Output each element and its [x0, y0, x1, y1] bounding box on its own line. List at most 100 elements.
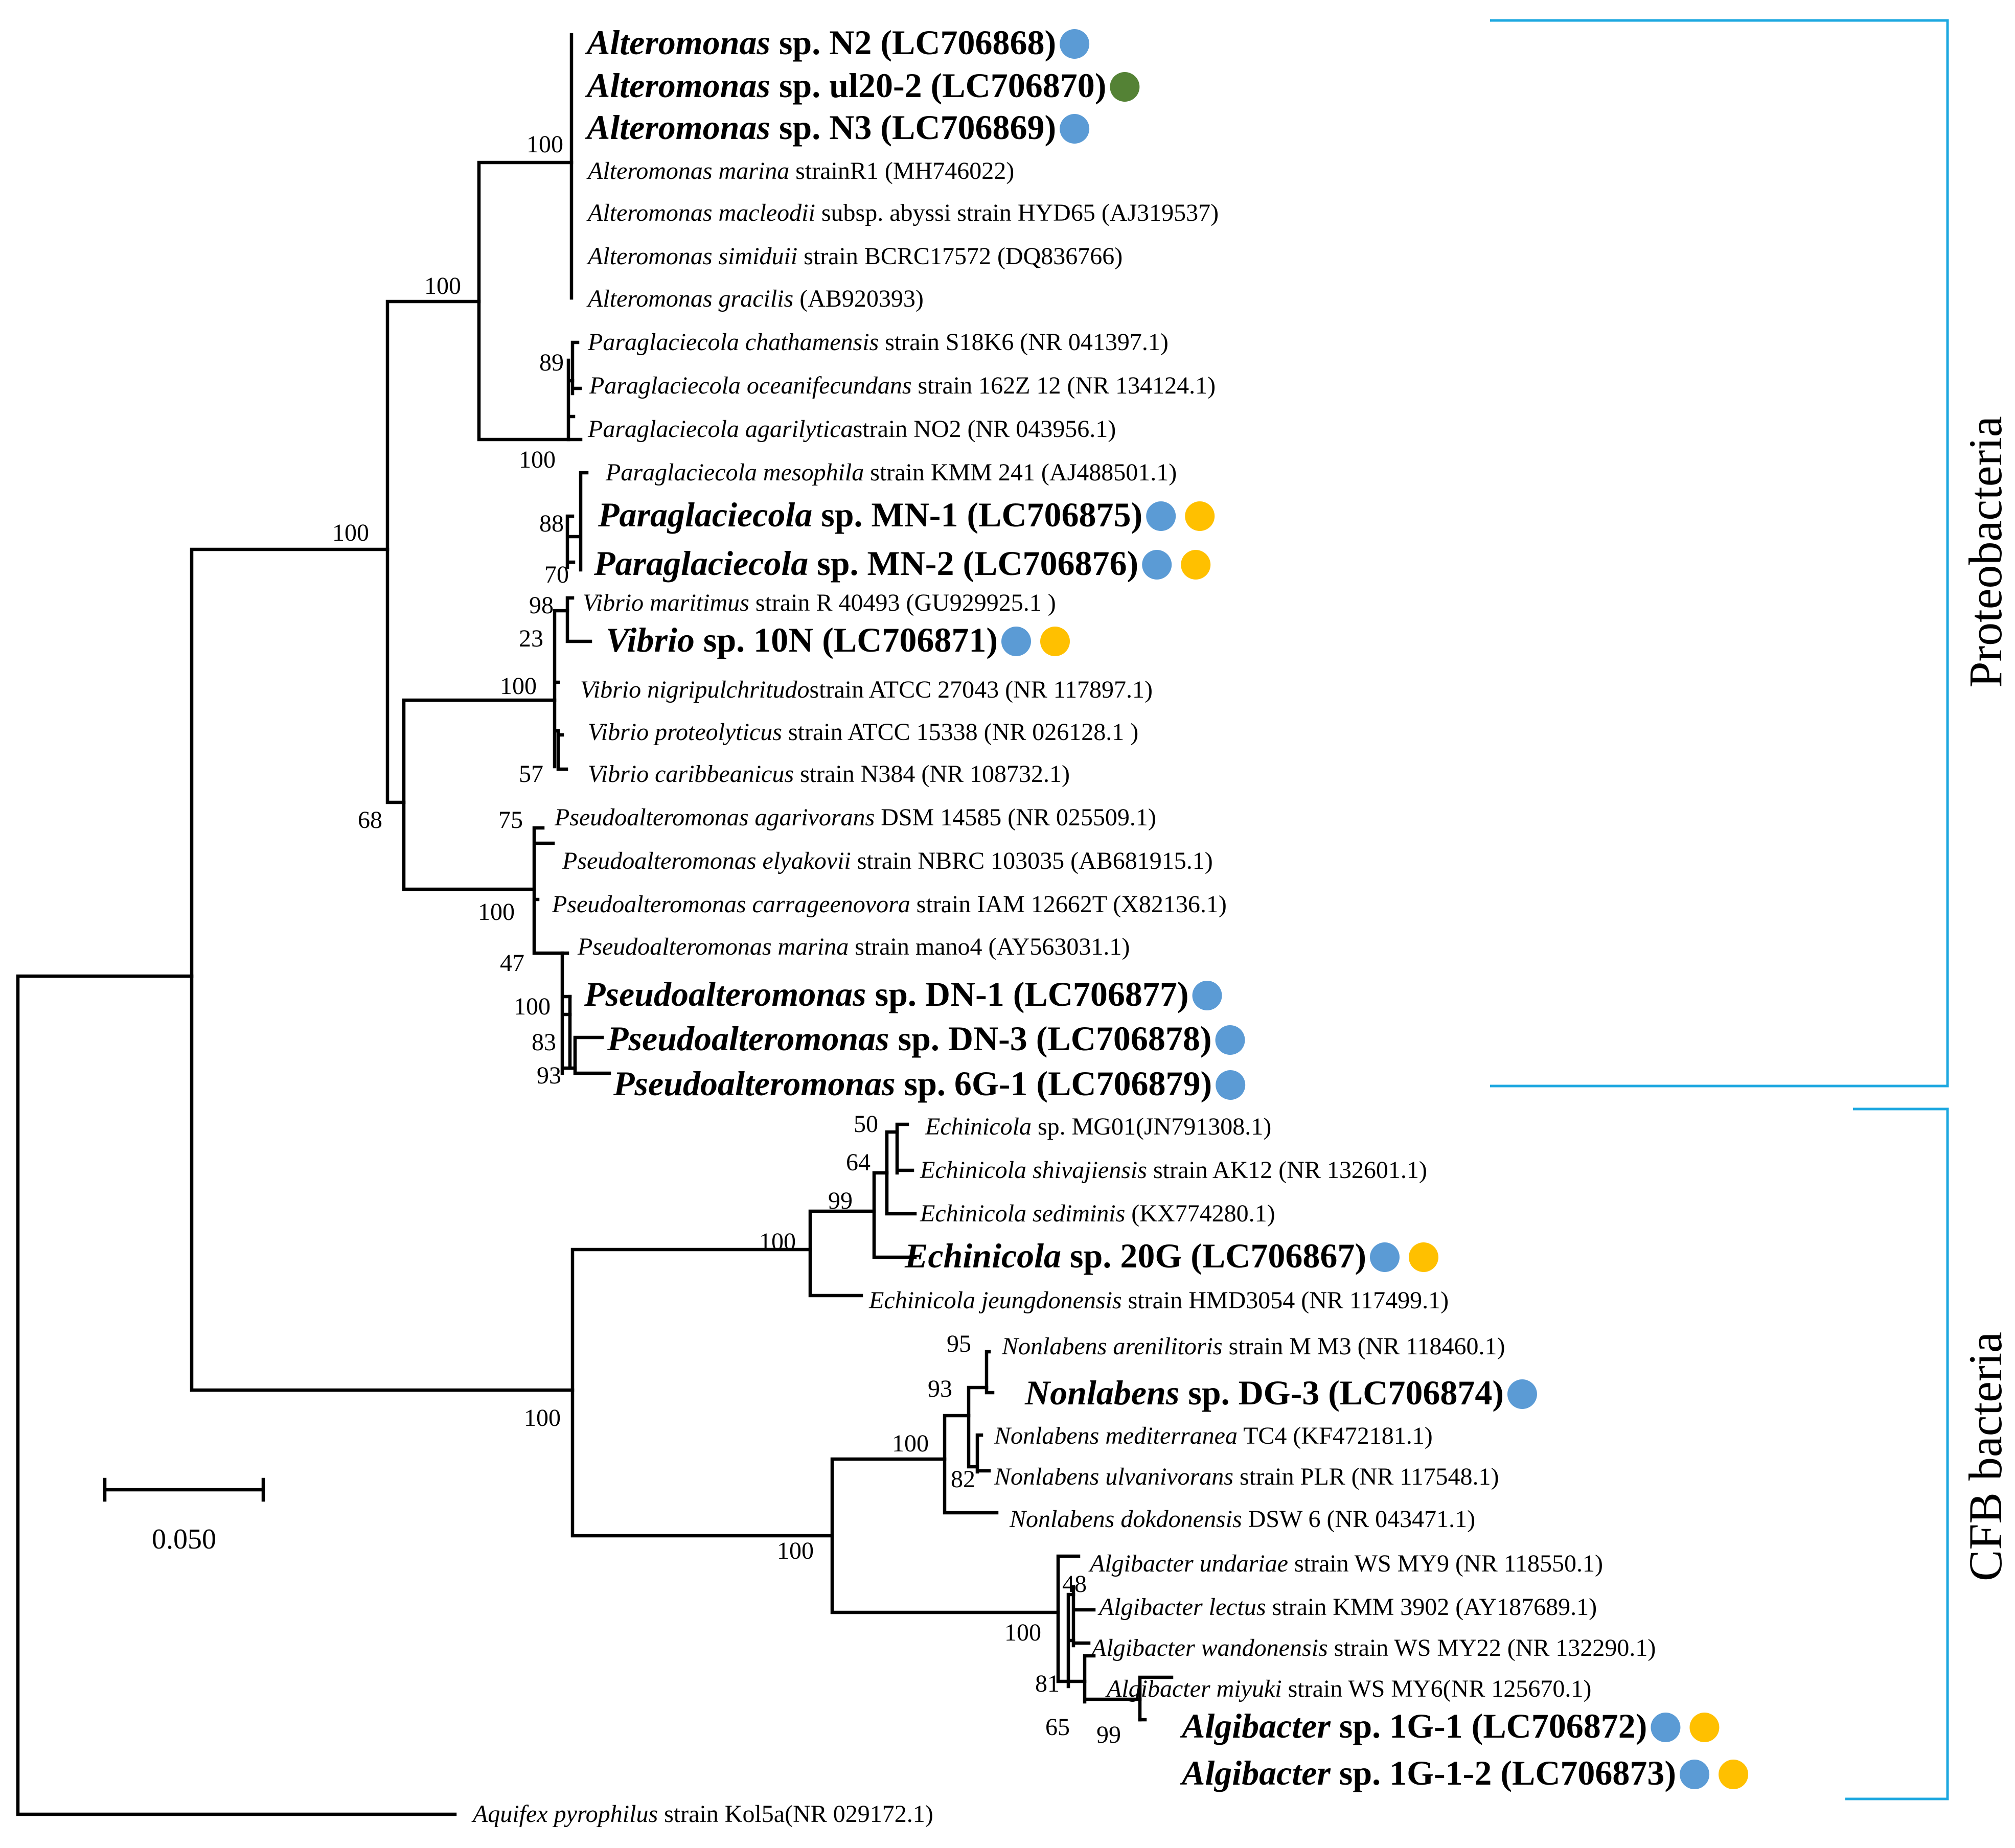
- bootstrap-value: 100: [424, 272, 461, 299]
- taxon-label-highlight: Nonlabens sp. DG-3 (LC706874): [1024, 1373, 1504, 1412]
- taxon-label-highlight: Algibacter sp. 1G-1-2 (LC706873): [1180, 1753, 1676, 1792]
- taxon-label: Echinicola sediminis (KX774280.1): [920, 1200, 1275, 1227]
- marker-dot-blue: [1216, 1070, 1246, 1100]
- branch-ech-tips: [895, 1122, 914, 1175]
- taxon-label: Algibacter undariae strain WS MY9 (NR 11…: [1088, 1550, 1603, 1577]
- cfb-label: CFB bacteria: [1959, 1332, 2011, 1581]
- bootstrap-value: 57: [519, 760, 543, 788]
- taxon-label-highlight: Pseudoalteromonas sp. DN-3 (LC706878): [607, 1019, 1212, 1058]
- branch-algibacter: [1056, 1554, 1081, 1683]
- taxon-label: Alteromonas macleodii subsp. abyssi stra…: [586, 199, 1219, 226]
- bootstrap-value: 48: [1062, 1570, 1087, 1598]
- scale-bar: 0.050: [103, 1477, 265, 1555]
- bootstrap-value: 100: [514, 993, 551, 1020]
- taxon-label: Paraglaciecola oceanifecundans strain 16…: [589, 372, 1216, 399]
- bootstrap-value: 68: [358, 806, 382, 834]
- marker-dot-yellow: [1181, 550, 1211, 580]
- bootstrap-value: 47: [500, 950, 524, 977]
- taxon-label: Nonlabens ulvanivorans strain PLR (NR 11…: [994, 1463, 1499, 1490]
- scale-bar-line: [103, 1477, 265, 1502]
- marker-dot-blue: [1142, 550, 1172, 580]
- taxon-label: Paraglaciecola mesophila strain KMM 241 …: [605, 459, 1177, 486]
- marker-dot-blue: [1651, 1713, 1681, 1742]
- branch-cfb: [570, 1248, 834, 1538]
- bootstrap-value: 83: [532, 1029, 556, 1056]
- bootstrap-value: 100: [1004, 1619, 1041, 1646]
- branch-ps-tips: [568, 995, 611, 1075]
- bootstrap-value: 23: [519, 625, 543, 652]
- bootstrap-values: 100 100 100 89 100 88 70 98 23 100 57 68…: [332, 131, 1121, 1748]
- taxon-label: Algibacter wandonensis strain WS MY22 (N…: [1090, 1634, 1656, 1661]
- branch-proteo-main: [385, 299, 481, 804]
- taxon-label: Pseudoalteromonas marina strain mano4 (A…: [577, 933, 1130, 960]
- cfb-bracket: [1845, 1107, 1949, 1800]
- branch-non-sub2: [984, 1350, 995, 1395]
- taxon-label: Alteromonas gracilis (AB920393): [586, 285, 924, 312]
- marker-dot-blue: [1060, 29, 1090, 59]
- bootstrap-value: 100: [526, 131, 563, 158]
- taxon-label: Echinicola jeungdonensis strain HMD3054 …: [868, 1287, 1449, 1314]
- bootstrap-value: 99: [1096, 1721, 1121, 1748]
- marker-dot-blue: [1680, 1760, 1710, 1789]
- taxon-label: Vibrio caribbeanicus strain N384 (NR 108…: [588, 760, 1070, 788]
- taxon-label-highlight: Paraglaciecola sp. MN-2 (LC706876): [593, 544, 1138, 583]
- marker-dot-yellow: [1408, 1242, 1438, 1272]
- marker-dot-blue: [1215, 1025, 1245, 1055]
- branch-alt-pg: [477, 160, 574, 442]
- taxon-label-highlight: Paraglaciecola sp. MN-1 (LC706875): [598, 495, 1142, 534]
- branch-alg-sub2: [1071, 1585, 1096, 1648]
- bootstrap-value: 100: [332, 519, 369, 546]
- taxon-label: Vibrio nigripulchritudostrain ATCC 27043…: [580, 676, 1153, 703]
- branch-non-sub3: [975, 1433, 991, 1474]
- marker-dot-yellow: [1040, 627, 1070, 656]
- bootstrap-value: 75: [498, 806, 523, 834]
- bootstrap-value: 93: [537, 1062, 561, 1089]
- taxon-label: Pseudoalteromonas elyakovii strain NBRC …: [562, 847, 1213, 874]
- taxon-label: Alteromonas simiduii strain BCRC17572 (D…: [586, 243, 1123, 270]
- bootstrap-value: 100: [777, 1537, 814, 1564]
- proteobacteria-bracket: [1490, 19, 1949, 1088]
- bootstrap-value: 50: [854, 1111, 878, 1138]
- bootstrap-value: 93: [928, 1375, 952, 1402]
- taxon-labels: Alteromonas sp. N2 (LC706868) Alteromona…: [471, 23, 1676, 1828]
- bootstrap-value: 95: [947, 1330, 971, 1357]
- branch-alg-sub: [1066, 1592, 1087, 1689]
- bootstrap-value: 100: [519, 446, 556, 473]
- bootstrap-value: 70: [544, 561, 569, 588]
- bootstrap-value: 81: [1035, 1670, 1060, 1697]
- branch-proteo-cfb: [190, 547, 575, 1392]
- taxon-label: Algibacter lectus strain KMM 3902 (AY187…: [1097, 1593, 1597, 1621]
- taxon-label: Pseudoalteromonas carrageenovora strain …: [552, 891, 1227, 918]
- branch-pseudoalteromonas: [532, 826, 564, 955]
- branch-vib-sub2: [556, 729, 568, 771]
- branch-ech-sub2: [885, 1130, 917, 1216]
- marker-dot-green: [1110, 72, 1140, 102]
- branch-pg-mn: [565, 471, 589, 572]
- taxon-label: Nonlabens dokdonensis DSW 6 (NR 043471.1…: [1009, 1506, 1475, 1533]
- taxon-label-highlight: Alteromonas sp. N3 (LC706869): [585, 108, 1056, 147]
- taxon-label: Nonlabens arenilitoris strain M M3 (NR 1…: [1001, 1333, 1505, 1360]
- taxon-label: Vibrio proteolyticus strain ATCC 15338 (…: [588, 719, 1138, 746]
- branch-echinicola: [808, 1209, 876, 1298]
- branch-pg-sub: [570, 340, 582, 396]
- clade-brackets: Proteobacteria CFB bacteria: [1490, 19, 2011, 1800]
- branch-vibrio: [553, 609, 569, 769]
- bootstrap-value: 65: [1045, 1714, 1070, 1741]
- branch-nonlabens: [943, 1414, 999, 1515]
- scale-bar-label: 0.050: [152, 1523, 216, 1555]
- taxon-label: Echinicola sp. MG01(JN791308.1): [925, 1113, 1271, 1140]
- tree-branches: [16, 33, 1174, 1816]
- bootstrap-value: 89: [539, 349, 564, 376]
- bootstrap-value: 100: [524, 1404, 561, 1431]
- taxon-label: Alteromonas marina strainR1 (MH746022): [586, 157, 1014, 184]
- taxon-label: Nonlabens mediterranea TC4 (KF472181.1): [994, 1422, 1433, 1449]
- bootstrap-value: 100: [478, 898, 515, 926]
- branch-vib-sub1: [565, 596, 592, 643]
- marker-dot-yellow: [1689, 1713, 1720, 1742]
- marker-dot-blue: [1369, 1242, 1400, 1272]
- branch-root: [16, 974, 457, 1816]
- bootstrap-value: 64: [846, 1149, 871, 1176]
- proteobacteria-label: Proteobacteria: [1959, 416, 2011, 687]
- taxon-label: Algibacter miyuki strain WS MY6(NR 12567…: [1105, 1675, 1591, 1702]
